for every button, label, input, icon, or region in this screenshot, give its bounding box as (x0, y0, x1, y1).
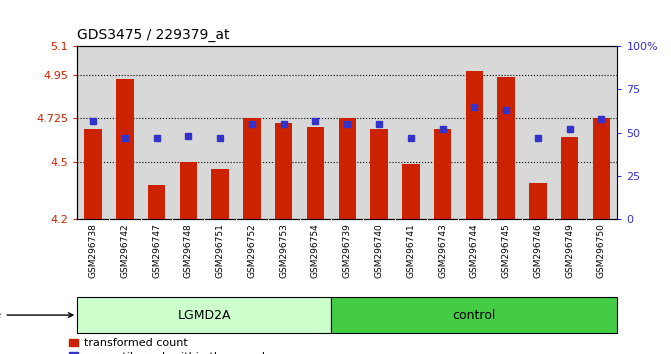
Bar (338, 118, 356, 219)
FancyBboxPatch shape (77, 297, 331, 333)
Bar (211, 169, 229, 219)
Bar (85, 129, 102, 219)
Bar (402, 164, 419, 219)
Point (405, 135, 416, 141)
Text: GSM296752: GSM296752 (248, 223, 256, 278)
Text: GSM296740: GSM296740 (374, 223, 384, 278)
Text: GSM296742: GSM296742 (120, 223, 130, 278)
Text: GSM296741: GSM296741 (406, 223, 415, 278)
Legend: transformed count, percentile rank within the sample: transformed count, percentile rank withi… (69, 338, 272, 354)
Text: disease state: disease state (0, 310, 73, 320)
Text: GSM296750: GSM296750 (597, 223, 606, 278)
Text: GSM296748: GSM296748 (184, 223, 193, 278)
Text: GDS3475 / 229379_at: GDS3475 / 229379_at (77, 28, 229, 42)
Point (342, 121, 353, 127)
Point (183, 133, 194, 139)
Text: LGMD2A: LGMD2A (178, 309, 231, 321)
Bar (116, 79, 134, 219)
Point (88, 118, 99, 124)
Text: GSM296751: GSM296751 (215, 223, 225, 278)
Point (596, 116, 607, 122)
Bar (592, 118, 610, 219)
Bar (307, 127, 324, 219)
Text: GSM296749: GSM296749 (565, 223, 574, 278)
Text: GSM296747: GSM296747 (152, 223, 161, 278)
Point (246, 121, 257, 127)
Text: control: control (453, 309, 496, 321)
Text: GSM296746: GSM296746 (533, 223, 542, 278)
Point (374, 121, 384, 127)
Bar (275, 123, 293, 219)
Text: GSM296744: GSM296744 (470, 223, 479, 278)
Bar (497, 77, 515, 219)
Point (151, 135, 162, 141)
Bar (466, 71, 483, 219)
Point (501, 107, 511, 113)
Point (564, 126, 575, 132)
Bar (529, 183, 547, 219)
Bar (180, 162, 197, 219)
Point (469, 104, 480, 110)
Bar (148, 185, 165, 219)
Point (533, 135, 544, 141)
Text: GSM296743: GSM296743 (438, 223, 447, 278)
Text: GSM296754: GSM296754 (311, 223, 320, 278)
Point (215, 135, 225, 141)
Point (310, 118, 321, 124)
Point (278, 121, 289, 127)
Text: GSM296745: GSM296745 (502, 223, 511, 278)
Bar (370, 129, 388, 219)
Bar (243, 118, 260, 219)
Point (119, 135, 130, 141)
Text: GSM296753: GSM296753 (279, 223, 289, 278)
Bar (434, 129, 452, 219)
Point (437, 126, 448, 132)
Bar (561, 137, 578, 219)
Text: GSM296739: GSM296739 (343, 223, 352, 278)
Text: GSM296738: GSM296738 (89, 223, 97, 278)
FancyBboxPatch shape (331, 297, 617, 333)
